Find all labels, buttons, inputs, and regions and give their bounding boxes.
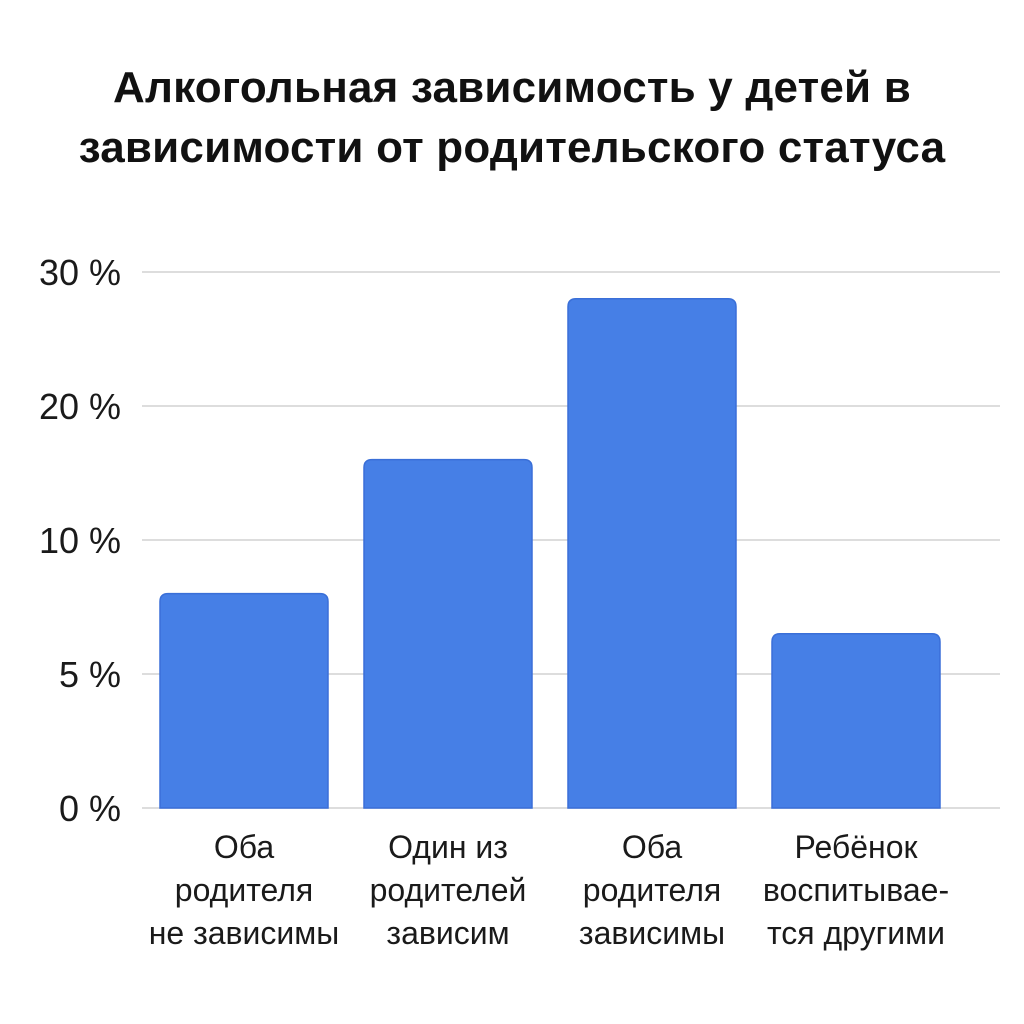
- chart-title-line-1: Алкогольная зависимость у детей в: [113, 63, 911, 112]
- category-label-1-line-1: родителей: [370, 872, 527, 908]
- category-label-0-line-1: родителя: [175, 872, 313, 908]
- y-tick-label-0: 0 %: [59, 788, 121, 829]
- category-label-3-line-1: воспитывае-: [763, 872, 949, 908]
- bar-0: [159, 592, 329, 809]
- category-label-2-line-0: Оба: [622, 829, 682, 865]
- bar-1: [363, 458, 533, 809]
- category-label-3-line-2: тся другими: [767, 915, 945, 951]
- x-axis-category-labels: Оба родителя не зависимы Один из родителей за…: [149, 829, 949, 951]
- category-label-0-line-2: не зависимы: [149, 915, 340, 951]
- category-label-1-line-2: зависим: [386, 915, 509, 951]
- y-axis-tick-labels: 0 % 5 % 10 % 20 % 30 %: [39, 252, 121, 829]
- chart-title: Алкогольная зависимость у детей в зависи…: [0, 58, 1024, 178]
- y-tick-label-1: 5 %: [59, 654, 121, 695]
- bar-2: [567, 298, 737, 809]
- category-label-2-line-2: зависимы: [579, 915, 725, 951]
- category-label-1-line-0: Один из: [388, 829, 508, 865]
- y-tick-label-2: 10 %: [39, 520, 121, 561]
- category-label-3-line-0: Ребёнок: [795, 829, 919, 865]
- category-label-0-line-0: Оба: [214, 829, 274, 865]
- y-tick-label-4: 30 %: [39, 252, 121, 293]
- category-label-2-line-1: родителя: [583, 872, 721, 908]
- bar-3: [771, 633, 941, 809]
- y-tick-label-3: 20 %: [39, 386, 121, 427]
- chart-title-line-2: зависимости от родительского статуса: [78, 123, 946, 172]
- bars: [159, 298, 941, 809]
